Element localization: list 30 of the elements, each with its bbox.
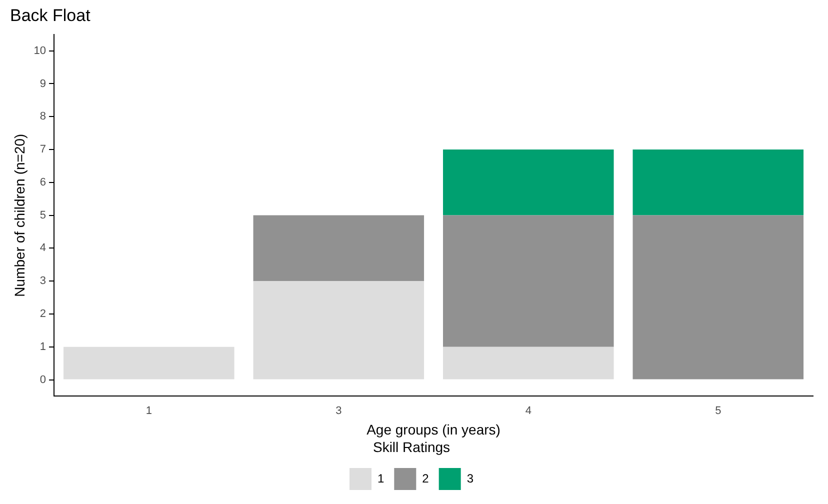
x-tick-label: 3 — [336, 404, 342, 417]
y-tick-label: 0 — [40, 374, 46, 386]
bar — [253, 215, 424, 282]
x-axis-title: Age groups (in years) — [366, 422, 500, 438]
chart-title: Back Float — [10, 6, 91, 25]
y-tick-label: 10 — [34, 44, 46, 57]
y-tick-label: 7 — [40, 144, 46, 156]
legend-label: 1 — [377, 471, 384, 486]
y-tick-label: 4 — [40, 242, 46, 254]
legend-label: 2 — [422, 471, 430, 486]
x-tick-label: 4 — [525, 404, 532, 417]
bar — [443, 150, 614, 216]
y-tick-label: 9 — [40, 78, 46, 90]
bar — [443, 346, 614, 380]
bar — [443, 215, 614, 347]
y-tick-label: 1 — [40, 340, 46, 353]
x-tick-label: 1 — [146, 404, 152, 417]
y-tick-label: 8 — [40, 110, 46, 123]
y-tick-label: 3 — [40, 275, 46, 288]
bar — [64, 346, 234, 380]
bar — [632, 150, 804, 216]
bar — [632, 215, 804, 380]
bar — [253, 281, 424, 380]
legend-title: Skill Ratings — [372, 439, 450, 456]
y-tick-label: 6 — [40, 176, 46, 188]
legend-label: 3 — [466, 471, 474, 486]
y-tick-label: 5 — [40, 209, 46, 222]
x-tick-label: 5 — [715, 404, 722, 417]
y-axis-title: Number of children (n=20) — [11, 134, 28, 297]
y-tick-label: 2 — [40, 308, 46, 320]
